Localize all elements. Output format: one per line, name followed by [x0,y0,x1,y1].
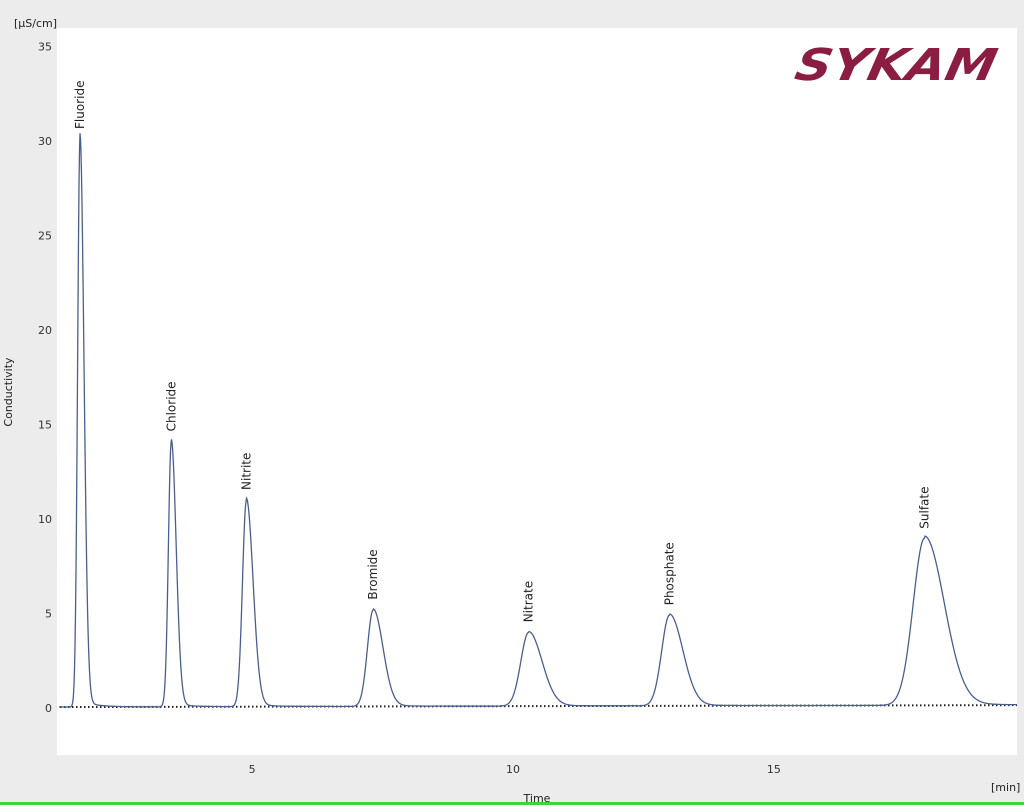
y-tick-label: 20 [38,324,52,337]
peak-label-nitrate: Nitrate [522,581,536,622]
y-tick-label: 10 [38,513,52,526]
y-unit-label: [µS/cm] [14,17,57,30]
y-tick-label: 35 [38,41,52,54]
y-tick-label: 5 [45,608,52,621]
peak-label-chloride: Chloride [164,381,178,431]
plot-area [57,28,1017,755]
peak-label-sulfate: Sulfate [918,487,932,529]
x-tick-label: 15 [767,763,781,776]
y-tick-label: 25 [38,230,52,243]
x-tick-label: 10 [506,763,520,776]
sykam-logo: SYKAM [791,40,1002,90]
bottom-border [0,802,1024,805]
y-axis-label: Conductivity [2,357,15,427]
y-tick-label: 15 [38,419,52,432]
x-axis-label: Time [523,792,551,805]
peak-label-fluoride: Fluoride [73,81,87,129]
x-unit-label: [min] [991,781,1020,794]
x-tick-label: 5 [249,763,256,776]
peak-label-phosphate: Phosphate [663,542,677,605]
y-tick-label: 30 [38,135,52,148]
y-tick-label: 0 [45,702,52,715]
peak-label-nitrite: Nitrite [239,453,253,490]
svg-text:SYKAM: SYKAM [791,40,1002,90]
peak-label-bromide: Bromide [366,549,380,599]
chromatogram-trace [59,133,1017,708]
